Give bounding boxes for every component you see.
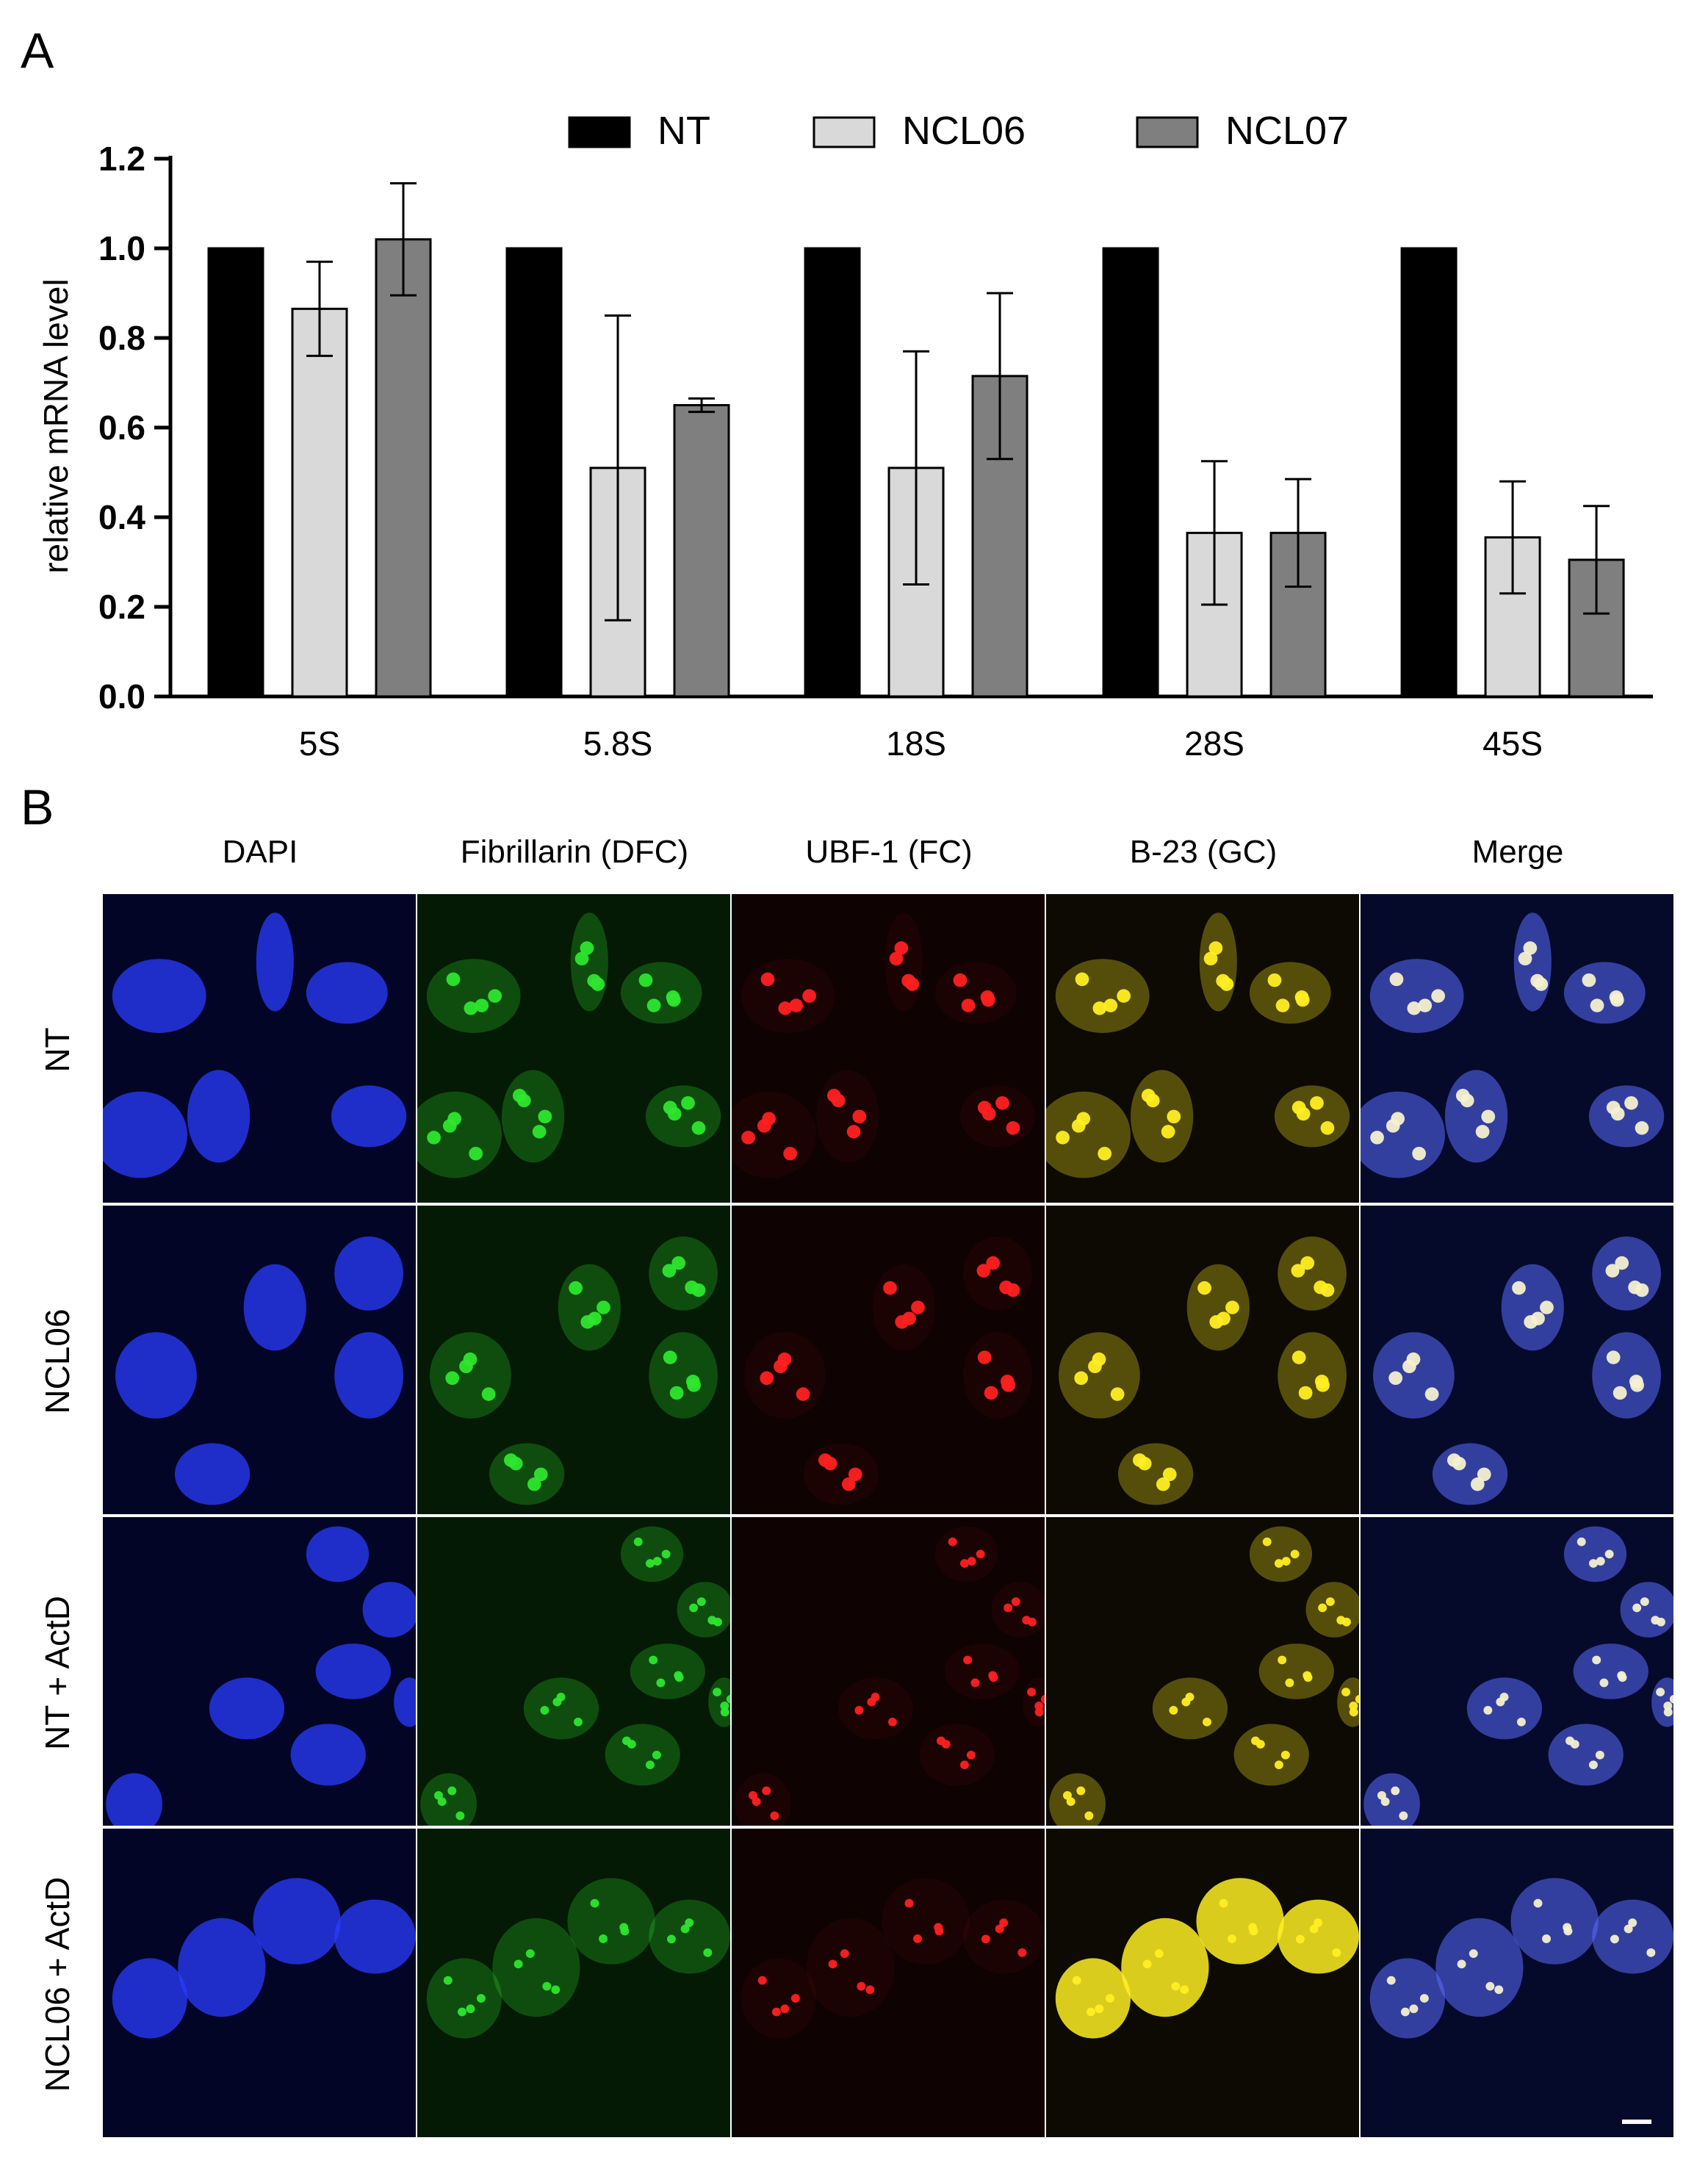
x-tick-label: 18S bbox=[886, 724, 946, 763]
chart-bars bbox=[207, 182, 1625, 698]
bar-chart: NT NCL06 NCL07 0.0 0.2 0.4 0.6 0.8 1.0 1.2 5S 5.8S… bbox=[37, 109, 1653, 763]
legend-swatch bbox=[568, 116, 631, 148]
micrograph bbox=[732, 1829, 1045, 2137]
micrograph bbox=[1361, 894, 1673, 1203]
bar bbox=[804, 247, 861, 698]
y-tick-label: 0.0 bbox=[98, 677, 145, 716]
scale-bar bbox=[1622, 2120, 1651, 2124]
micrograph bbox=[417, 894, 730, 1203]
micrograph bbox=[103, 1517, 416, 1826]
micrograph bbox=[417, 1517, 730, 1826]
y-tick-label: 1.2 bbox=[98, 140, 145, 178]
bar bbox=[1102, 247, 1159, 698]
micrograph bbox=[1361, 1829, 1673, 2137]
microscopy-panel: B DAPI Fibrillarin (DFC) UBF-1 (FC) B-23 (G… bbox=[0, 779, 1708, 2182]
column-header: Fibrillarin (DFC) bbox=[460, 834, 689, 870]
bar bbox=[673, 404, 730, 698]
bar bbox=[1400, 247, 1457, 698]
legend-label: NT bbox=[657, 109, 710, 153]
micrograph bbox=[103, 894, 416, 1203]
panel-b-letter: B bbox=[21, 779, 54, 835]
micrograph bbox=[732, 894, 1045, 1203]
legend-label: NCL07 bbox=[1225, 109, 1349, 153]
bar bbox=[207, 247, 264, 698]
micrograph bbox=[103, 1829, 416, 2137]
column-header: DAPI bbox=[222, 834, 298, 870]
micrograph bbox=[417, 1829, 730, 2137]
column-header: B-23 (GC) bbox=[1129, 834, 1278, 870]
y-tick-label: 0.4 bbox=[98, 498, 145, 536]
y-axis-label: relative mRNA level bbox=[37, 278, 75, 573]
column-header: UBF-1 (FC) bbox=[805, 834, 973, 870]
micrograph bbox=[1046, 1829, 1359, 2137]
micrograph bbox=[732, 1517, 1045, 1826]
row-label: NT bbox=[38, 1027, 76, 1073]
legend-swatch bbox=[1136, 116, 1199, 148]
panel-a-letter: A bbox=[21, 23, 54, 79]
micrograph bbox=[103, 1206, 416, 1514]
row-label: NT + ActD bbox=[38, 1595, 76, 1751]
micrograph bbox=[1046, 894, 1359, 1203]
legend-label: NCL06 bbox=[902, 109, 1026, 153]
bar bbox=[375, 238, 432, 698]
micrograph bbox=[1361, 1517, 1673, 1826]
x-tick-label: 5S bbox=[299, 724, 340, 763]
micrograph bbox=[417, 1206, 730, 1514]
y-tick-label: 0.2 bbox=[98, 588, 145, 626]
y-tick-label: 1.0 bbox=[98, 229, 145, 267]
chart-legend: NT NCL06 NCL07 bbox=[568, 109, 1349, 153]
row-label: NCL06 bbox=[38, 1308, 76, 1414]
micrograph bbox=[1046, 1517, 1359, 1826]
column-header: Merge bbox=[1471, 834, 1564, 870]
x-tick-label: 45S bbox=[1482, 724, 1543, 763]
row-label: NCL06 + ActD bbox=[38, 1876, 76, 2092]
x-tick-label: 28S bbox=[1184, 724, 1244, 763]
x-tick-label: 5.8S bbox=[583, 724, 653, 763]
micrograph bbox=[1361, 1206, 1673, 1514]
y-tick-label: 0.8 bbox=[98, 319, 145, 357]
micrograph bbox=[1046, 1206, 1359, 1514]
bar bbox=[505, 247, 563, 698]
bar bbox=[291, 307, 348, 698]
micrograph bbox=[732, 1206, 1045, 1514]
legend-swatch bbox=[812, 116, 876, 148]
y-tick-label: 0.6 bbox=[98, 408, 145, 447]
